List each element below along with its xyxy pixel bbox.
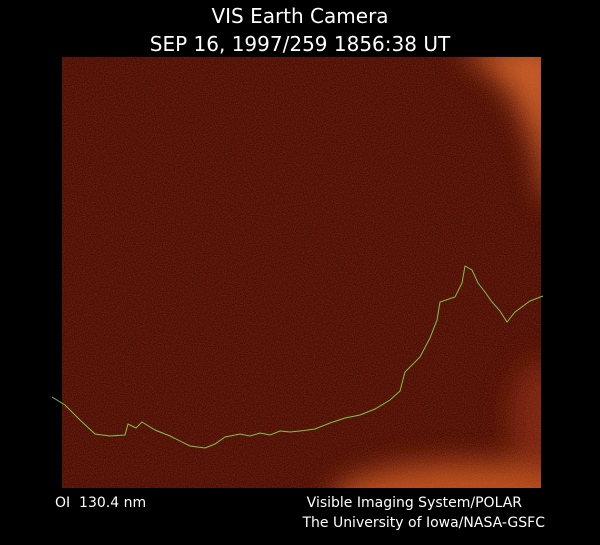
image-grain [62,57,541,488]
subtitle: SEP 16, 1997/259 1856:38 UT [150,32,451,56]
institution-label: The University of Iowa/NASA-GSFC [301,515,545,531]
coastline [51,265,544,449]
wavelength-label: OI 130.4 nm [55,495,146,511]
instrument-label: Visible Imaging System/POLAR [307,495,523,511]
camera-image [62,57,541,488]
title: VIS Earth Camera [211,4,388,28]
